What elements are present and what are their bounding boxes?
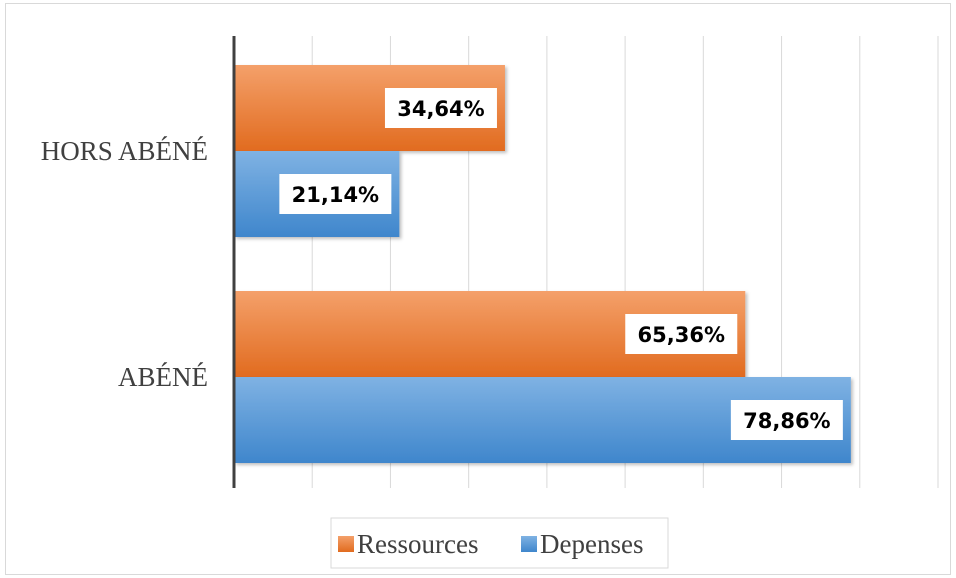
data-label-box-depenses-hors-ab-n- <box>279 174 392 214</box>
data-label-box-depenses-ab-n- <box>730 400 843 440</box>
legend-box <box>330 517 669 569</box>
category-label-hors-ab-n-: HORS ABÉNÉ <box>41 136 208 166</box>
legend-swatch-depenses <box>521 536 537 552</box>
category-label-ab-n-: ABÉNÉ <box>118 362 208 392</box>
category-labels: HORS ABÉNÉ ABÉNÉ <box>41 136 208 392</box>
data-label-ressources-hors-ab-n-: 34,64% <box>397 97 484 121</box>
legend-swatch-ressources <box>338 536 354 552</box>
legend-label-ressources: Ressources <box>357 529 478 559</box>
data-labels: 34,64% 21,14% 65,36% 78,86% <box>279 88 843 440</box>
data-label-box-ressources-ab-n- <box>625 314 738 354</box>
legend-label-depenses: Depenses <box>540 529 643 559</box>
data-label-ressources-ab-n-: 65,36% <box>638 323 725 347</box>
data-label-depenses-ab-n-: 78,86% <box>743 409 830 433</box>
data-label-depenses-hors-ab-n-: 21,14% <box>292 183 379 207</box>
legend: Ressources Depenses <box>330 517 669 569</box>
data-label-box-ressources-hors-ab-n- <box>384 88 497 128</box>
